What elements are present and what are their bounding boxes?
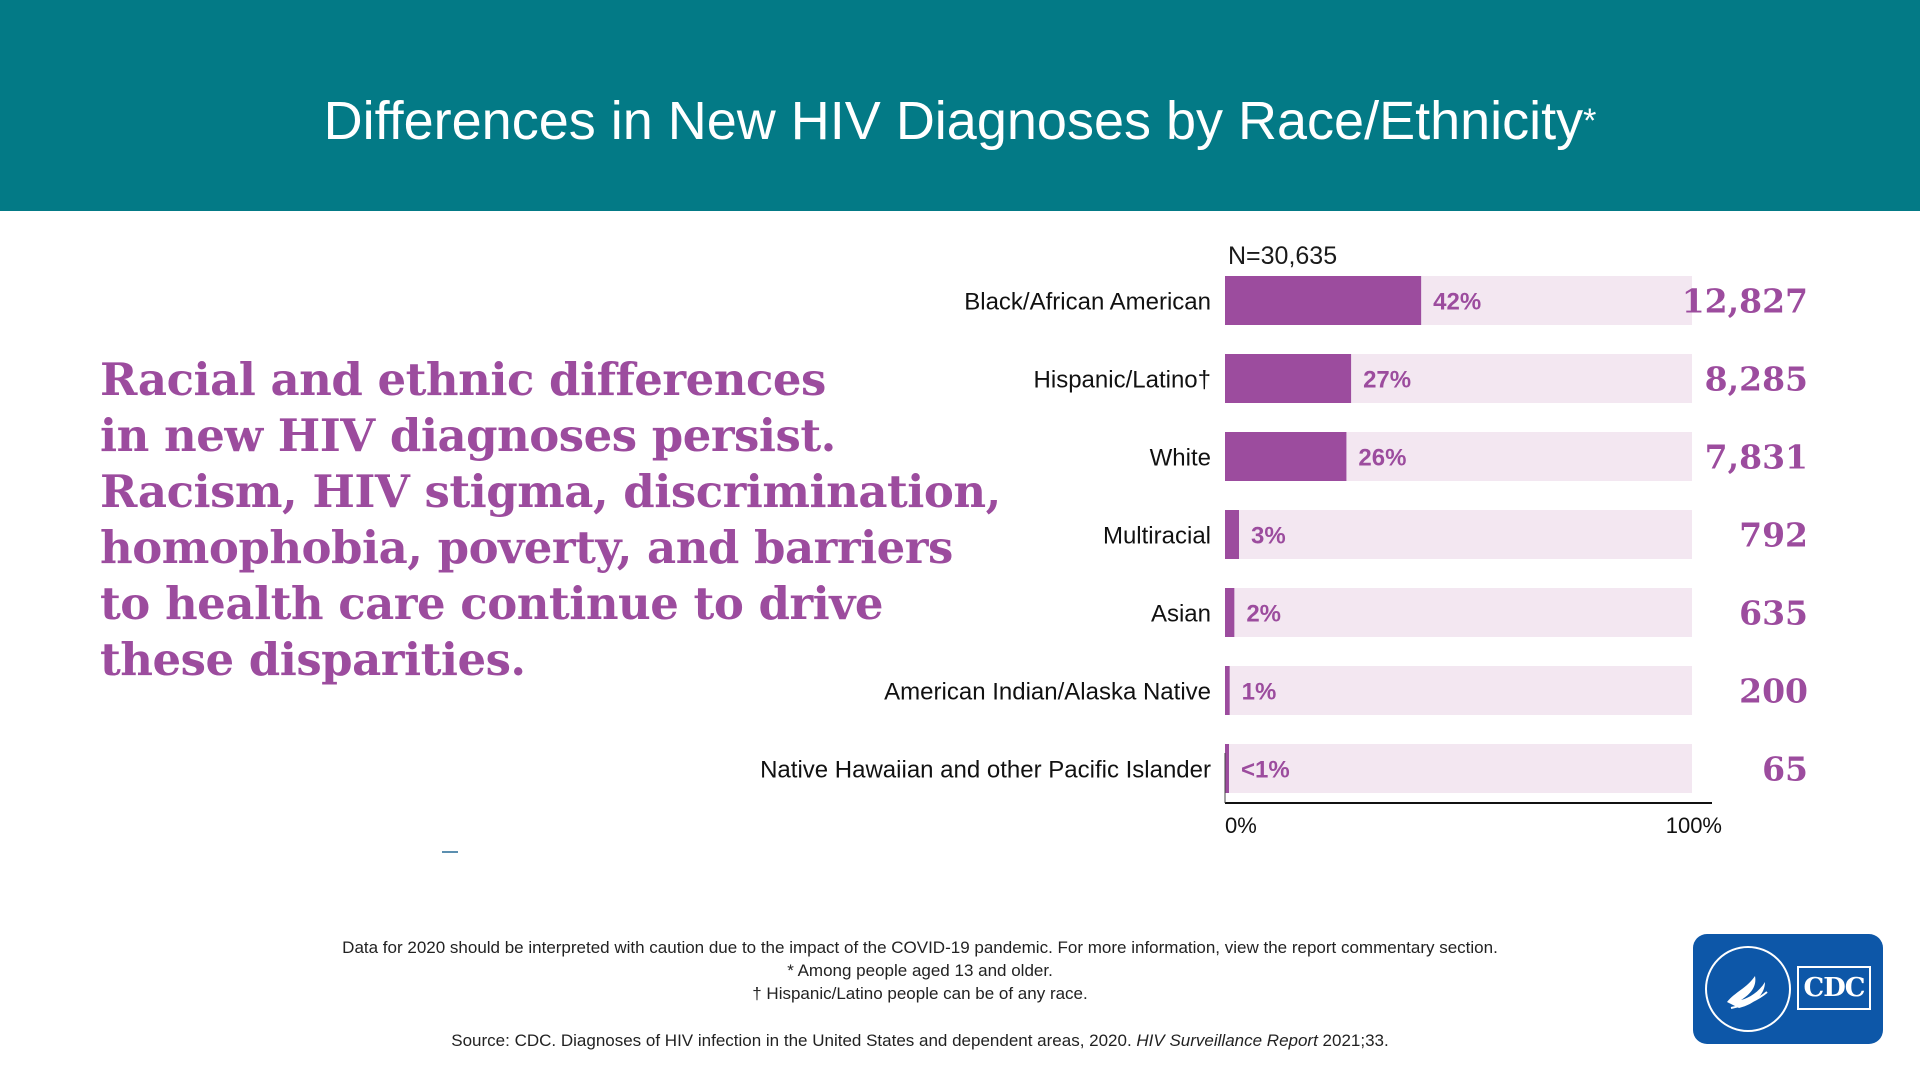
hhs-seal-icon [1705,946,1791,1032]
category-label: Hispanic/Latino† [1034,367,1211,394]
bar [1225,432,1347,481]
lead-line: homophobia, poverty, and barriers [100,521,953,574]
hhs-cdc-logo: CDC [1693,934,1883,1044]
percent-label: 1% [1242,679,1277,706]
footer-asterisk-note: * Among people aged 13 and older. [787,961,1053,980]
category-label: Asian [1151,601,1211,628]
count-label: 8,285 [1705,360,1808,399]
bar-track [1225,666,1692,715]
footer-notes: Data for 2020 should be interpreted with… [0,936,1840,1052]
title-footnote-mark: * [1583,101,1597,140]
lead-statement: Racial and ethnic differences in new HIV… [100,352,1001,688]
count-label: 12,827 [1682,282,1808,321]
bar-track [1225,744,1692,793]
category-label: Black/African American [964,289,1211,316]
source-report-title: HIV Surveillance Report [1136,1031,1318,1050]
category-label: White [1150,445,1211,472]
percent-label: 2% [1246,601,1281,628]
percent-label: 27% [1363,367,1411,394]
footer-source: Source: CDC. Diagnoses of HIV infection … [0,1029,1840,1052]
x-tick-label: 0% [1225,813,1257,838]
bar-chart: Black/African American 42% 12,827 Hispanic/… [760,276,1808,838]
footer-caution-note: Data for 2020 should be interpreted with… [342,938,1498,957]
percent-label: <1% [1241,757,1290,784]
page-title-text: Differences in New HIV Diagnoses by Race… [323,91,1584,151]
lead-line: in new HIV diagnoses persist. [100,409,836,462]
source-suffix: 2021;33. [1317,1031,1389,1050]
bar [1225,510,1240,559]
count-label: 65 [1762,750,1808,789]
decorative-dash [442,851,458,853]
percent-label: 3% [1251,523,1286,550]
lead-line: these disparities. [100,633,526,686]
count-label: 792 [1739,516,1808,555]
bar-track [1225,510,1692,559]
percent-label: 42% [1433,289,1481,316]
x-tick-label: 100% [1666,813,1722,838]
count-label: 635 [1739,594,1808,633]
bar [1225,588,1235,637]
footer-dagger-note: † Hispanic/Latino people can be of any r… [752,984,1088,1003]
count-label: 7,831 [1705,438,1808,477]
count-label: 200 [1739,672,1808,711]
sample-size-label: N=30,635 [1228,242,1338,270]
percent-label: 26% [1358,445,1406,472]
bar [1225,354,1352,403]
cdc-wordmark: CDC [1797,966,1871,1010]
bar-track [1225,588,1692,637]
category-label: American Indian/Alaska Native [884,679,1211,706]
category-label: Multiracial [1103,523,1211,550]
page-title: Differences in New HIV Diagnoses by Race… [0,0,1920,246]
bar [1225,276,1422,325]
source-prefix: Source: CDC. Diagnoses of HIV infection … [451,1031,1137,1050]
bar [1225,744,1229,793]
lead-line: to health care continue to drive [100,577,884,630]
lead-line: Racism, HIV stigma, discrimination, [100,465,1001,518]
header-banner [0,0,1920,211]
category-label: Native Hawaiian and other Pacific Island… [760,757,1211,784]
bar [1225,666,1230,715]
lead-line: Racial and ethnic differences [100,353,826,406]
